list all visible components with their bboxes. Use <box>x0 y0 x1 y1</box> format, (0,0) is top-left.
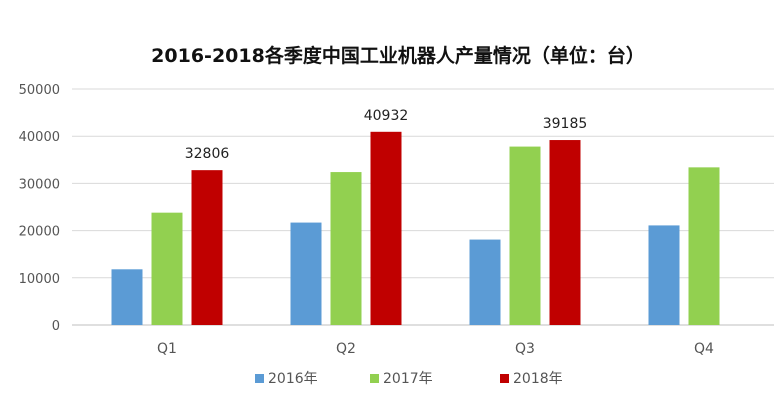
legend-label: 2016年 <box>268 371 318 387</box>
legend-swatch <box>255 374 264 383</box>
legend-label: 2018年 <box>513 371 563 387</box>
bar-2017年-Q1 <box>151 212 183 325</box>
legend: 2016年 2017年 2018年 <box>255 371 563 387</box>
bar-2017年-Q4 <box>688 167 720 325</box>
bar-2018年-Q3 <box>549 140 581 325</box>
bar-2016年-Q4 <box>648 225 680 325</box>
data-label: 32806 <box>185 146 230 162</box>
x-category-label: Q3 <box>515 341 535 357</box>
y-tick-label: 20000 <box>19 225 60 240</box>
y-tick-label: 0 <box>52 319 60 334</box>
y-tick-label: 10000 <box>19 272 60 287</box>
data-label: 39185 <box>543 116 588 132</box>
x-category-label: Q4 <box>694 341 714 357</box>
bar-2017年-Q2 <box>330 172 362 325</box>
y-axis-ticks: 0 10000 20000 30000 40000 50000 <box>19 83 60 334</box>
bar-2016年-Q2 <box>290 222 322 325</box>
legend-label: 2017年 <box>383 371 433 387</box>
y-tick-label: 30000 <box>19 177 60 192</box>
legend-swatch <box>370 374 379 383</box>
y-tick-label: 50000 <box>19 83 60 98</box>
bar-2016年-Q3 <box>469 239 501 325</box>
bar-2018年-Q2 <box>370 131 402 325</box>
data-labels-layer: 32806 40932 39185 <box>185 108 588 162</box>
y-tick-label: 40000 <box>19 130 60 145</box>
bar-2017年-Q3 <box>509 146 541 325</box>
x-category-label: Q2 <box>336 341 356 357</box>
legend-swatch <box>500 374 509 383</box>
x-category-label: Q1 <box>157 341 177 357</box>
bar-2018年-Q1 <box>191 170 223 325</box>
bar-2016年-Q1 <box>111 269 143 325</box>
bars-layer <box>111 131 720 325</box>
data-label: 40932 <box>364 108 409 124</box>
x-axis-categories: Q1 Q2 Q3 Q4 <box>157 341 714 357</box>
chart-title: 2016-2018各季度中国工业机器人产量情况（单位：台） <box>151 44 645 67</box>
